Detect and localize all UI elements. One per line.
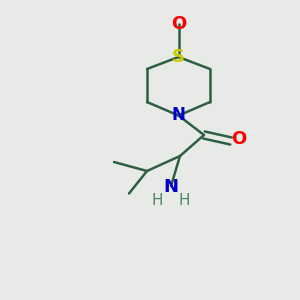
Text: H: H: [179, 193, 190, 208]
Text: O: O: [231, 130, 246, 148]
Text: N: N: [172, 106, 185, 124]
Text: O: O: [171, 15, 186, 33]
Text: N: N: [164, 178, 178, 196]
Text: S: S: [172, 48, 185, 66]
Text: H: H: [152, 193, 163, 208]
